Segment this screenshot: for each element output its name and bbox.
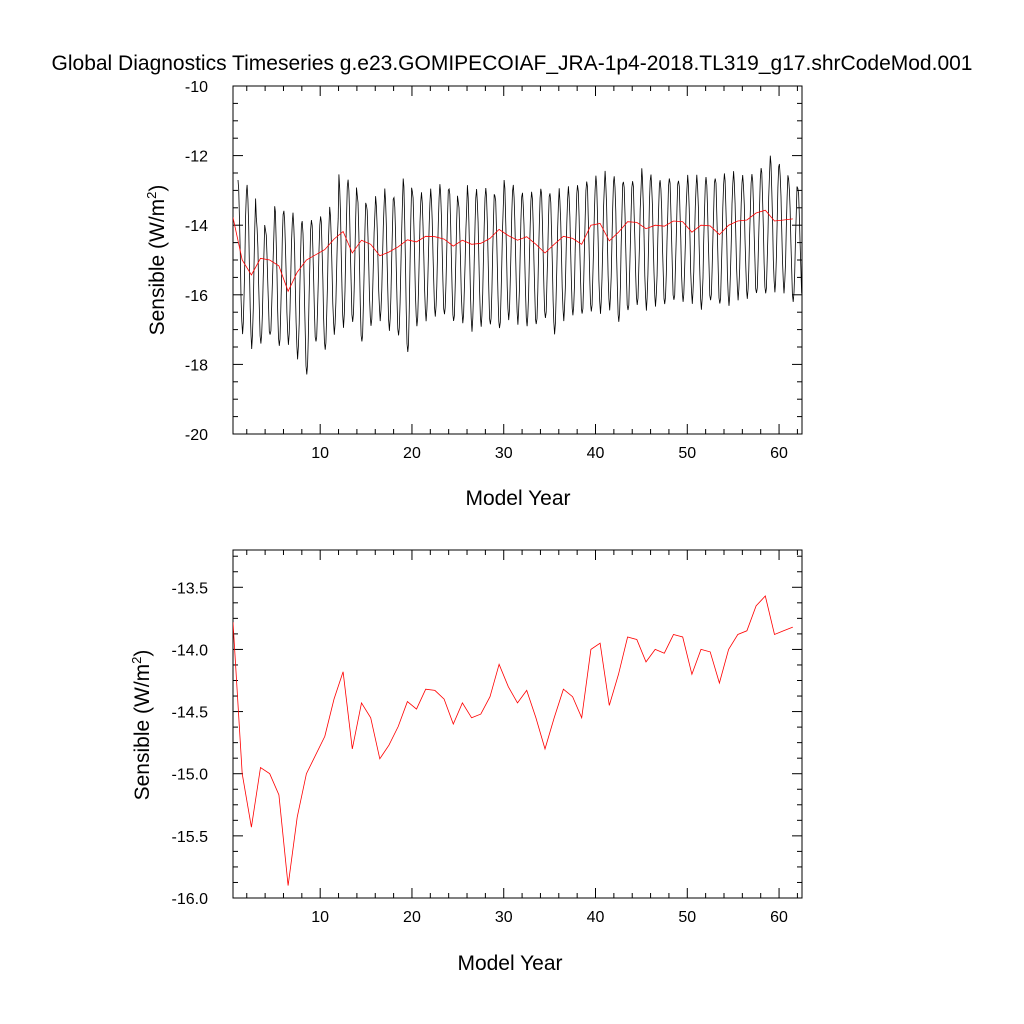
plot-frame: [232, 85, 803, 435]
y-tick-label: -16: [185, 288, 208, 305]
y-tick-label: -12: [185, 149, 208, 166]
y-tick-label: -14.5: [172, 705, 209, 722]
annual-series-line: [233, 209, 793, 293]
bottom-y-axis-label: Sensible (W/m2): [129, 650, 154, 801]
x-tick-label: 60: [770, 909, 788, 926]
x-tick-label: 10: [311, 445, 329, 462]
x-tick-label: 10: [311, 909, 329, 926]
y-tick-label: -13.5: [172, 580, 209, 597]
x-tick-label: 40: [587, 909, 605, 926]
y-tick-label: -10: [185, 79, 208, 96]
figure-title: Global Diagnostics Timeseries g.e23.GOMI…: [52, 52, 973, 75]
top-y-axis-label: Sensible (W/m2): [144, 185, 169, 336]
y-tick-label: -20: [185, 427, 208, 444]
annual-series-line: [233, 595, 793, 886]
y-tick-label: -15.0: [172, 767, 209, 784]
y-tick-label: -14.0: [172, 642, 209, 659]
x-tick-label: 30: [495, 445, 513, 462]
x-tick-label: 40: [587, 445, 605, 462]
x-tick-label: 60: [770, 445, 788, 462]
bottom-x-axis-label: Model Year: [457, 952, 562, 975]
x-tick-label: 30: [495, 909, 513, 926]
top-x-axis-label: Model Year: [465, 487, 570, 510]
monthly-series-line: [237, 155, 802, 375]
bottom-panel: Model Year Sensible (W/m2) 10 20 30 40 50 60 -…: [129, 549, 803, 975]
x-tick-label: 20: [403, 445, 421, 462]
plot-frame: [232, 549, 803, 899]
x-tick-label: 20: [403, 909, 421, 926]
top-panel: Model Year Sensible (W/m2) 10 20 30 40 50 60 -…: [144, 79, 803, 510]
y-tick-label: -18: [185, 357, 208, 374]
y-tick-label: -14: [185, 218, 208, 235]
x-tick-label: 50: [678, 909, 696, 926]
x-tick-label: 50: [678, 445, 696, 462]
y-tick-label: -15.5: [172, 829, 209, 846]
y-tick-label: -16.0: [172, 891, 209, 908]
